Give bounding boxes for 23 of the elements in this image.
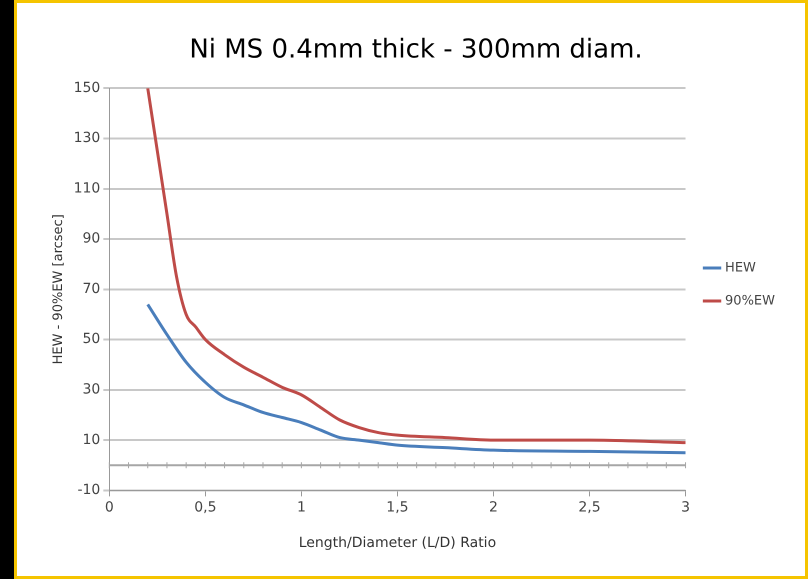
y-tick-label: -10 (77, 482, 100, 498)
y-tick-label: 50 (82, 331, 100, 348)
y-tick-label: 130 (74, 130, 100, 146)
x-tick-label: 3 (681, 499, 690, 516)
y-tick-label: 90 (82, 230, 100, 247)
chart-title: Ni MS 0.4mm thick - 300mm diam. (189, 34, 643, 64)
y-tick-label: 30 (82, 381, 100, 398)
x-tick-label: 0 (104, 499, 114, 516)
line-series (146, 302, 686, 454)
legend-label: 90%EW (725, 293, 776, 308)
legend-label: HEW (725, 260, 756, 276)
x-tick-label: 2 (489, 499, 498, 516)
y-tick-label: 150 (74, 80, 100, 96)
x-tick-label: 0,5 (194, 499, 216, 516)
x-tick-label: 2,5 (578, 499, 601, 516)
y-tick-label: 10 (82, 432, 100, 448)
x-tick-label: 1 (296, 499, 306, 516)
y-tick-label: 110 (74, 180, 100, 196)
line-series (146, 88, 686, 444)
y-axis-title: HEW - 90%EW [arcsec] (51, 214, 66, 364)
x-axis-title: Length/Diameter (L/D) Ratio (298, 535, 496, 552)
x-tick-label: 1,5 (386, 499, 409, 516)
y-tick-label: 70 (82, 280, 100, 297)
